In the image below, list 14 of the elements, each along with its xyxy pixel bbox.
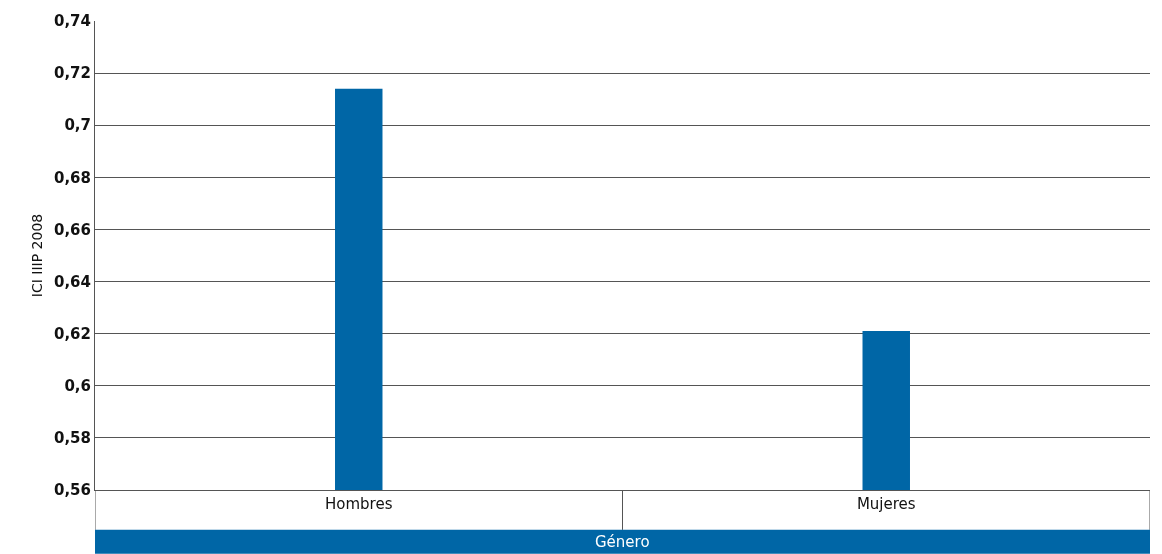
y-tick-label: 0,58 [53, 429, 91, 448]
y-tick-label: 0,56 [53, 481, 91, 500]
y-tick-label: 0,74 [53, 12, 91, 31]
y-tick-label: 0,66 [53, 220, 91, 239]
y-tick-label: 0,62 [53, 324, 91, 343]
y-tick-label: 0,64 [53, 272, 91, 291]
y-tick-label: 0,7 [64, 116, 91, 135]
x-tick-label: Hombres [325, 495, 393, 513]
y-tick-label: 0,72 [53, 64, 91, 83]
y-axis-title: ICI IIIP 2008 [28, 213, 45, 298]
y-tick-label: 0,6 [64, 377, 91, 396]
x-axis-title: Género [595, 533, 650, 551]
y-tick-label: 0,68 [53, 168, 91, 187]
x-tick-label: Mujeres [856, 495, 916, 513]
